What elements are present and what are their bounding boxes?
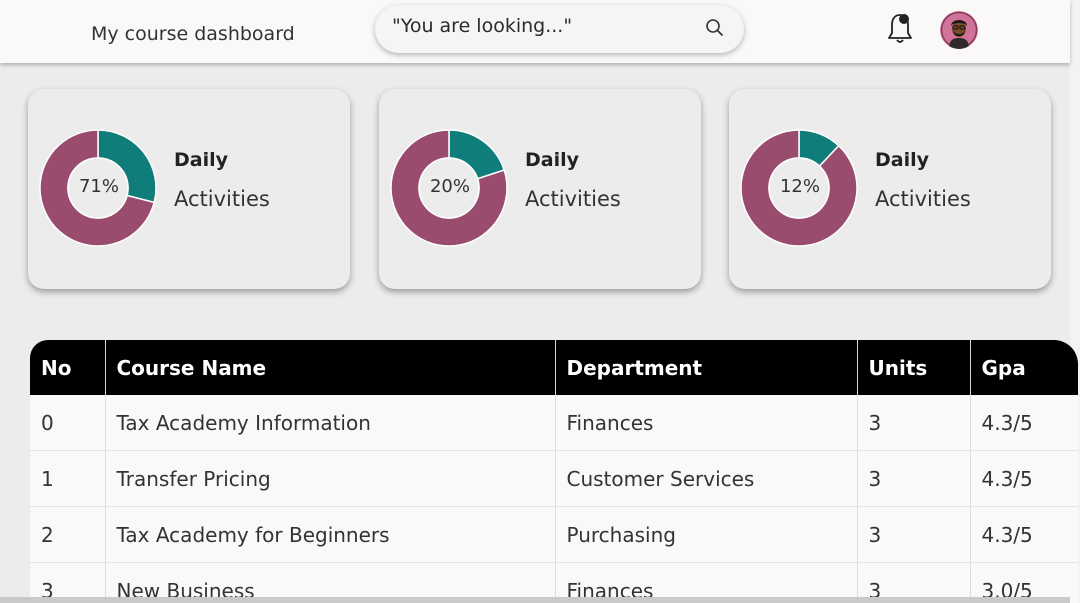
cell-course-name: Transfer Pricing (105, 450, 556, 507)
cell-course-name: Tax Academy for Beginners (105, 506, 556, 563)
cell-no: 2 (30, 506, 106, 563)
donut-percent-label: 71% (78, 176, 119, 197)
cell-units: 3 (857, 506, 971, 563)
card-title: Daily (525, 149, 580, 171)
cell-course-name: Tax Academy Information (105, 395, 556, 451)
donut-hole (67, 157, 129, 219)
column-header-course-name[interactable]: Course Name (105, 340, 556, 395)
cell-gpa: 4.3/5 (970, 395, 1078, 451)
avatar[interactable] (940, 11, 978, 49)
table-header-row: No Course Name Department Units Gpa (30, 340, 1078, 395)
card-subtitle: Activities (875, 187, 971, 211)
column-header-no[interactable]: No (30, 340, 106, 395)
activity-card: 12% Daily Activities (729, 89, 1051, 289)
column-header-department[interactable]: Department (555, 340, 858, 395)
search-icon[interactable] (705, 18, 725, 38)
cell-department: Customer Services (555, 450, 858, 507)
cell-gpa: 4.3/5 (970, 450, 1078, 507)
donut-chart (390, 129, 508, 247)
cell-units: 3 (857, 450, 971, 507)
card-title: Daily (174, 149, 229, 171)
cell-department: Finances (555, 562, 858, 603)
table-row[interactable]: 1 Transfer Pricing Customer Services 3 4… (30, 450, 1078, 507)
donut-percent-label: 12% (779, 176, 820, 197)
bell-icon[interactable] (887, 10, 913, 46)
vertical-scrollbar[interactable] (1070, 0, 1080, 603)
card-title: Daily (875, 149, 930, 171)
donut-chart (39, 129, 157, 247)
cell-units: 3 (857, 562, 971, 603)
donut-hole (418, 157, 480, 219)
donut-chart (740, 129, 858, 247)
cell-no: 3 (30, 562, 106, 603)
cell-department: Purchasing (555, 506, 858, 563)
top-bar: My course dashboard "You are looking..." (0, 0, 1070, 63)
donut-hole (768, 157, 830, 219)
activity-card: 71% Daily Activities (28, 89, 350, 289)
cell-units: 3 (857, 395, 971, 451)
card-subtitle: Activities (525, 187, 621, 211)
table-row[interactable]: 2 Tax Academy for Beginners Purchasing 3… (30, 506, 1078, 563)
page-title: My course dashboard (91, 23, 295, 45)
column-header-gpa[interactable]: Gpa (970, 340, 1078, 395)
horizontal-scrollbar[interactable] (0, 597, 1070, 603)
courses-table: No Course Name Department Units Gpa 0 Ta… (30, 340, 1078, 603)
search-input[interactable]: "You are looking..." (392, 15, 573, 37)
column-header-units[interactable]: Units (857, 340, 971, 395)
activity-card: 20% Daily Activities (379, 89, 701, 289)
cell-department: Finances (555, 395, 858, 451)
card-subtitle: Activities (174, 187, 270, 211)
cell-gpa: 3.0/5 (970, 562, 1078, 603)
cell-no: 0 (30, 395, 106, 451)
donut-percent-label: 20% (429, 176, 470, 197)
search-bar[interactable]: "You are looking..." (375, 5, 744, 53)
cell-gpa: 4.3/5 (970, 506, 1078, 563)
table-row[interactable]: 0 Tax Academy Information Finances 3 4.3… (30, 395, 1078, 451)
cell-no: 1 (30, 450, 106, 507)
